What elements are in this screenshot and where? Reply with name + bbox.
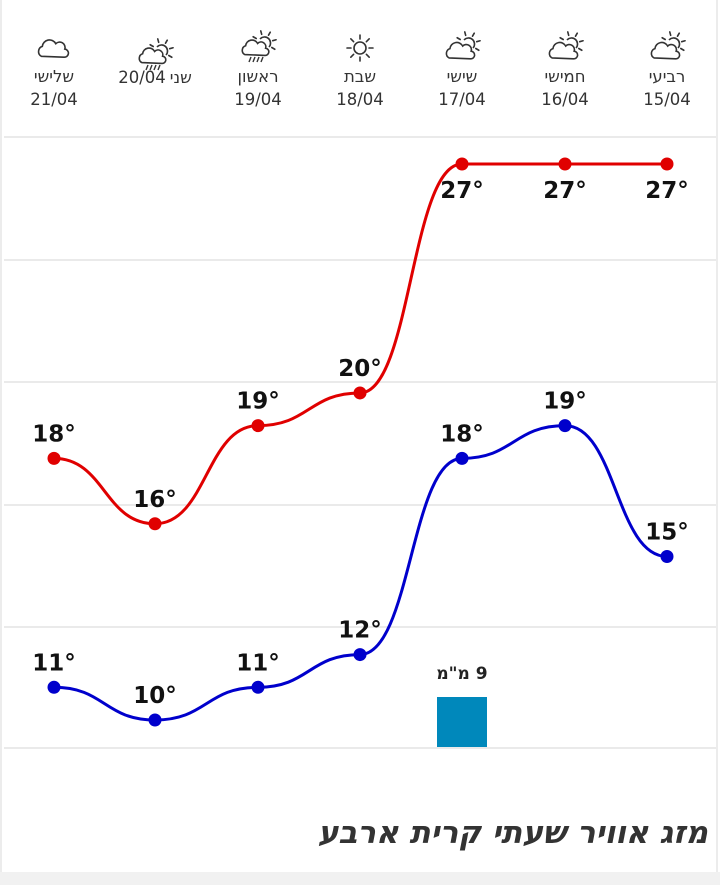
day-date: 21/04 <box>30 90 78 109</box>
day-column: רביעי 15/04 <box>617 24 717 110</box>
day-date: 19/04 <box>234 90 282 109</box>
day-column: שני 20/04 <box>105 24 205 88</box>
data-label: 16° <box>133 487 177 513</box>
data-point <box>47 451 61 465</box>
precipitation-bar <box>437 697 487 747</box>
data-point <box>251 419 265 433</box>
data-point <box>353 386 367 400</box>
partly-cloudy-sun-icon <box>650 31 686 60</box>
day-name: ראשון <box>237 67 279 86</box>
data-label: 27° <box>645 178 689 204</box>
hourly-weather-title: מזג אוויר שעתי קרית ארבע <box>317 815 708 851</box>
data-point <box>660 157 674 171</box>
day-name: חמישי <box>544 67 586 86</box>
data-label: 18° <box>32 421 76 447</box>
data-label: 27° <box>543 178 587 204</box>
sun-cloud-rain-icon <box>241 30 277 63</box>
data-point <box>558 419 572 433</box>
data-label: 11° <box>236 650 280 676</box>
data-label: 19° <box>236 389 280 415</box>
data-label: 27° <box>440 178 484 204</box>
cloud-icon <box>37 39 70 58</box>
day-column: ראשון 19/04 <box>208 24 308 110</box>
series-line-0 <box>53 162 667 526</box>
day-name: שני <box>169 68 192 87</box>
sun-cloud-rain-icon <box>138 38 174 71</box>
precipitation-label: 9 מ"מ <box>436 664 487 684</box>
day-date: 15/04 <box>643 90 691 109</box>
partly-cloudy-sun-icon <box>548 31 584 60</box>
data-label: 15° <box>645 519 689 545</box>
bottom-divider <box>0 872 720 885</box>
data-point <box>353 648 367 662</box>
data-point <box>148 713 162 727</box>
day-column: שישי 17/04 <box>412 24 512 110</box>
data-label: 20° <box>338 356 382 382</box>
data-point <box>148 517 162 531</box>
day-name: שישי <box>446 67 478 86</box>
series-line-1 <box>53 424 668 722</box>
day-date: 16/04 <box>541 90 589 109</box>
day-name: שלישי <box>33 67 75 86</box>
day-column: חמישי 16/04 <box>515 24 615 110</box>
data-point <box>47 680 61 694</box>
data-point <box>660 549 674 563</box>
data-label: 18° <box>440 421 484 447</box>
day-name: רביעי <box>648 67 686 86</box>
data-label: 10° <box>133 683 177 709</box>
partly-cloudy-sun-icon <box>445 31 481 60</box>
data-point <box>558 157 572 171</box>
day-date: 20/04 <box>118 68 166 87</box>
data-label: 19° <box>543 389 587 415</box>
data-point <box>455 157 469 171</box>
day-name: שבת <box>343 67 377 86</box>
day-date: 18/04 <box>336 90 384 109</box>
data-label: 12° <box>338 618 382 644</box>
day-date: 17/04 <box>438 90 486 109</box>
day-column: שלישי 21/04 <box>4 24 104 110</box>
data-label: 11° <box>32 650 76 676</box>
sun-icon <box>346 34 374 62</box>
data-point <box>251 680 265 694</box>
day-column: שבת 18/04 <box>310 24 410 110</box>
data-point <box>455 451 469 465</box>
